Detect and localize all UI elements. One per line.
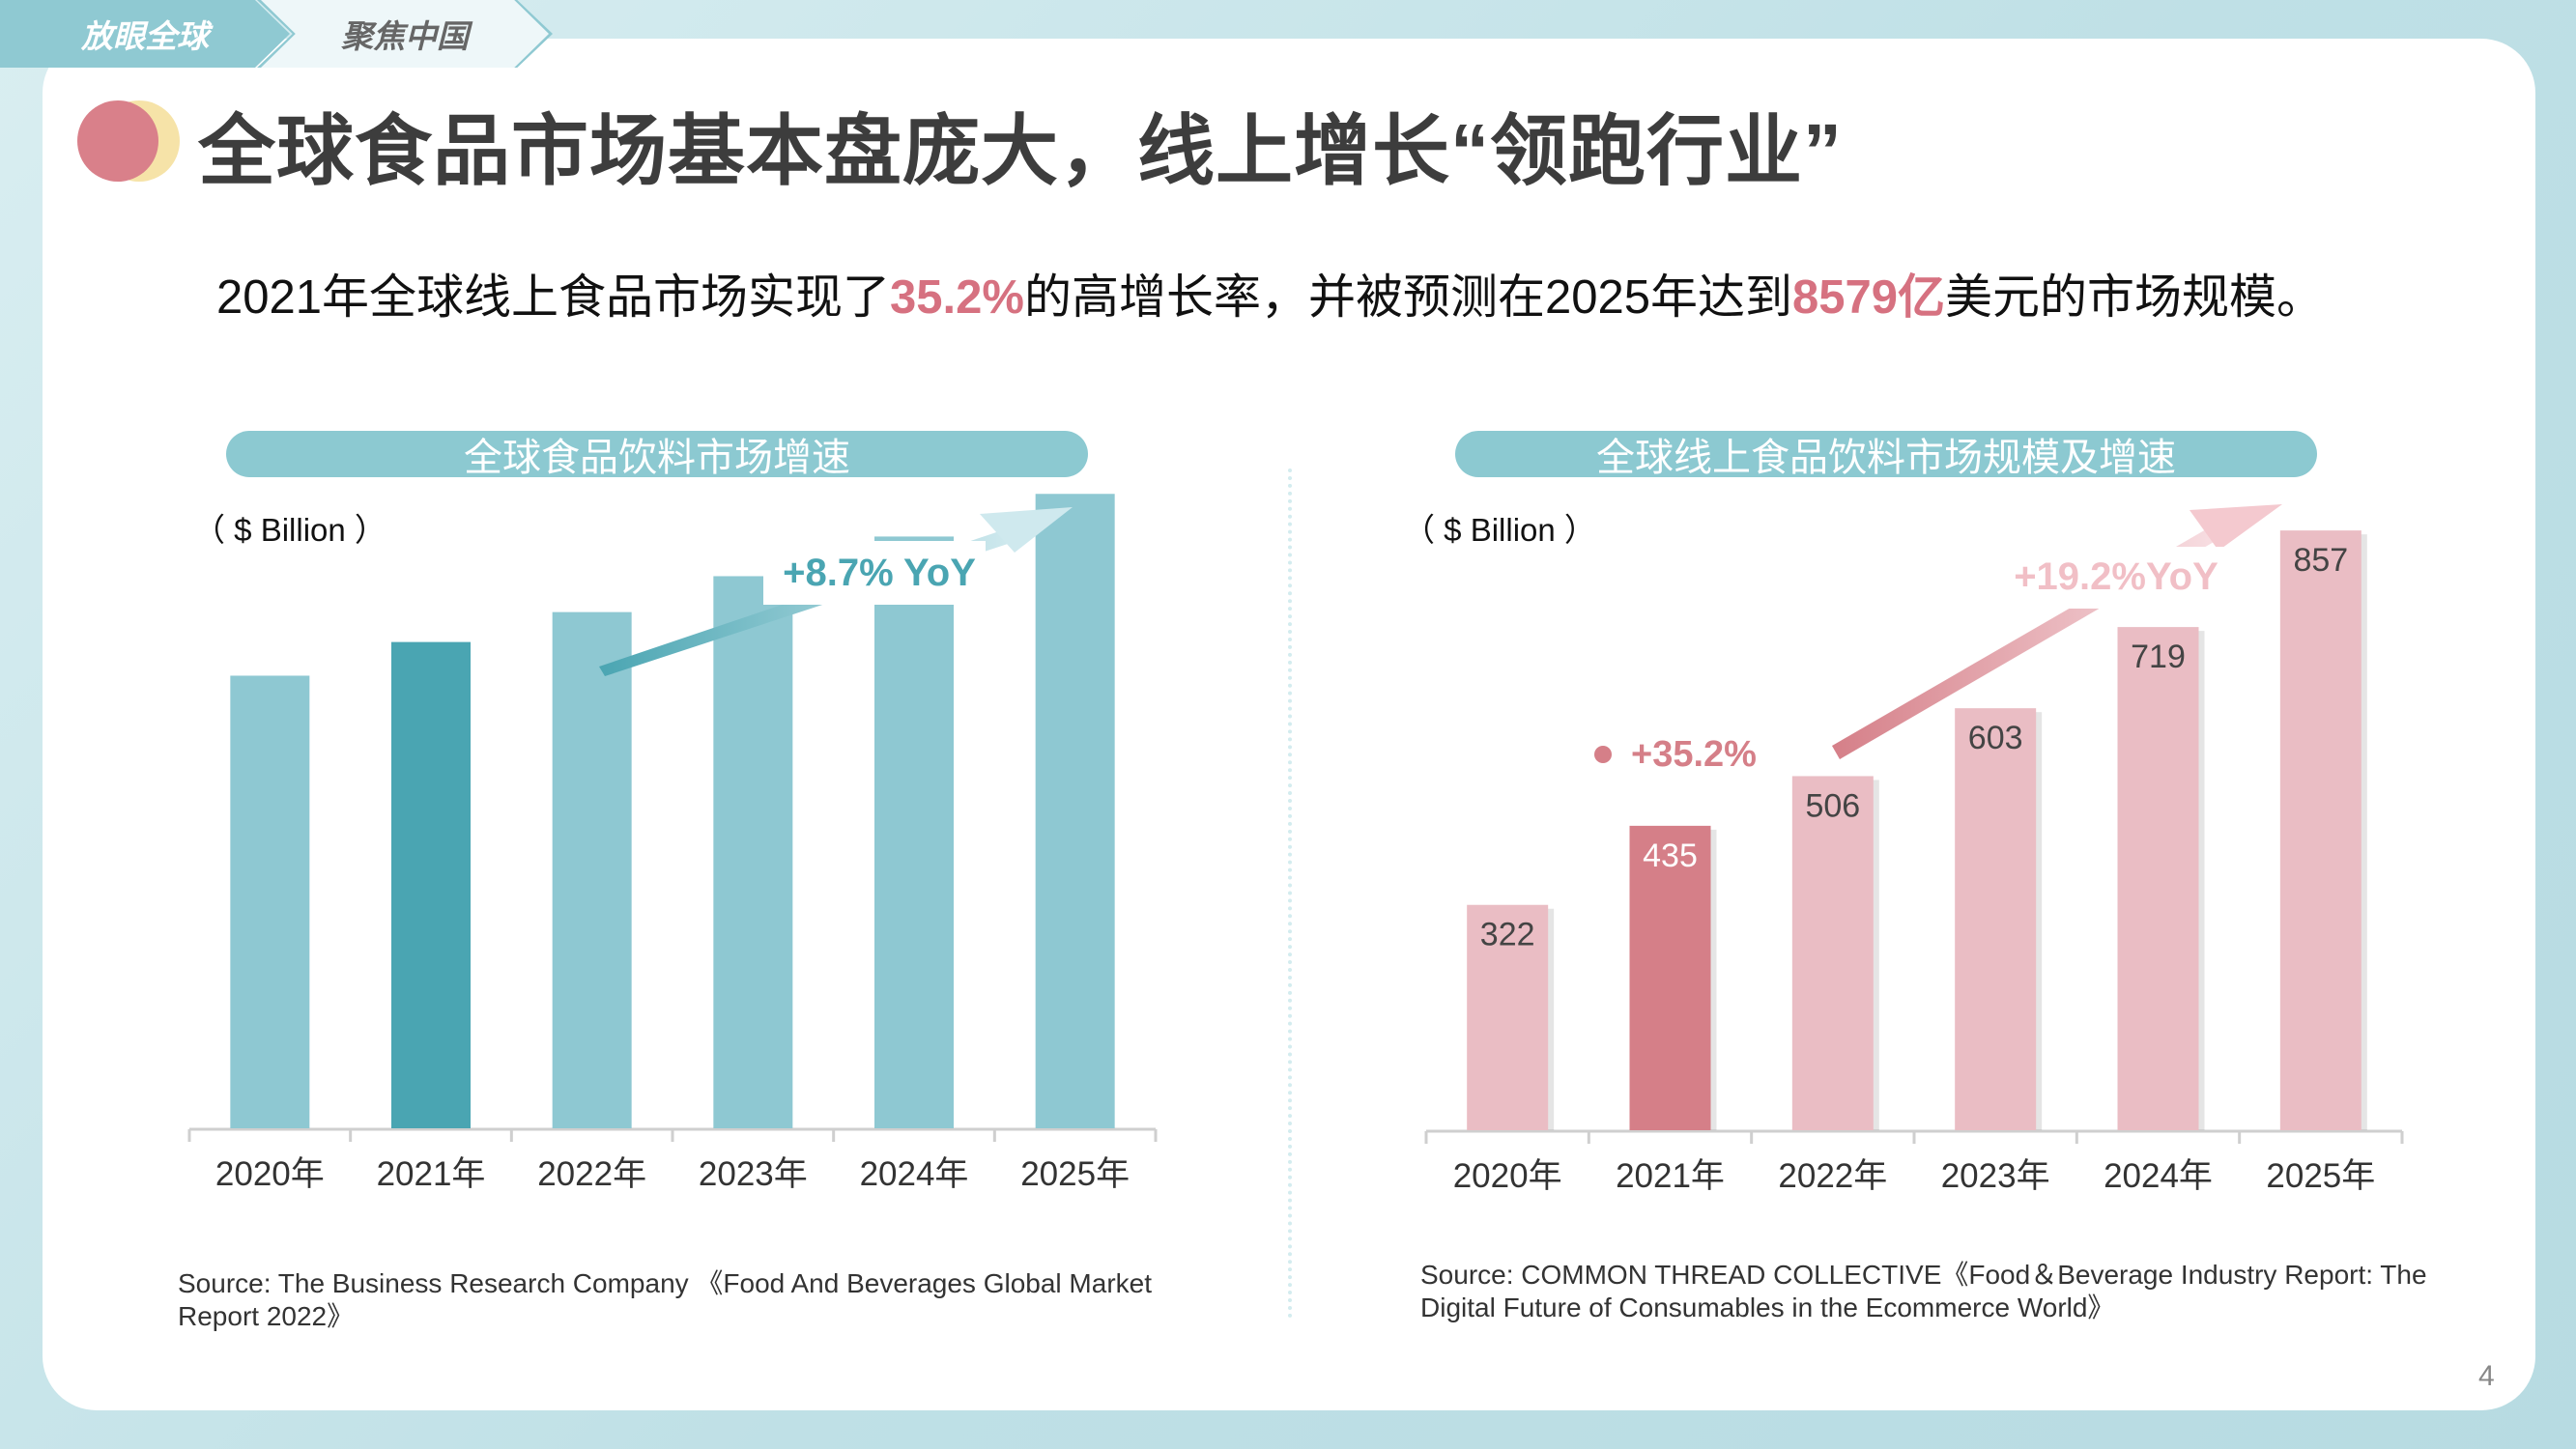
- bar-2024年: [2117, 627, 2199, 1130]
- data-label: 506: [1805, 787, 1860, 824]
- tab-global[interactable]: 放眼全球: [0, 0, 290, 68]
- bar-2020年: [1467, 904, 1549, 1130]
- highlight-market-size: 8579亿: [1791, 271, 1945, 324]
- right-chart-title: 全球线上食品饮料市场规模及增速: [1455, 431, 2317, 479]
- data-label: 719: [2131, 639, 2186, 675]
- x-tick-label: 2022年: [1778, 1157, 1887, 1195]
- bullet-dot-icon: [1594, 746, 1612, 763]
- bar-2021年: [1629, 825, 1711, 1130]
- x-tick-label: 2023年: [1941, 1157, 2050, 1195]
- data-label: 435: [1643, 838, 1698, 874]
- x-tick-label: 2020年: [1453, 1157, 1562, 1195]
- yoy-annotation: +19.2%YoY: [2014, 555, 2218, 598]
- bar-2021年: [391, 641, 471, 1128]
- x-tick-label: 2020年: [215, 1155, 325, 1193]
- right-chart-unit: （ $ Billion ）: [1403, 512, 1596, 548]
- x-tick-label: 2025年: [1020, 1155, 1130, 1193]
- chart-divider: [1288, 469, 1292, 1319]
- left-chart-unit: （ $ Billion ）: [193, 512, 386, 548]
- highlight-growth-rate: 35.2%: [890, 271, 1024, 324]
- annotation-bg: [2002, 547, 2228, 609]
- bar-2022年: [552, 611, 632, 1128]
- headline-summary: 2021年全球线上食品市场实现了35.2%的高增长率，并被预测在2025年达到8…: [216, 271, 2324, 324]
- right-chart-source: Source: COMMON THREAD COLLECTIVE《Food＆Be…: [1420, 1260, 2427, 1322]
- data-label: 857: [2293, 542, 2348, 579]
- trend-arrow-head-icon: [980, 507, 1073, 553]
- bar-2020年: [230, 675, 310, 1128]
- trend-arrow-head-icon: [2190, 504, 2282, 551]
- left-chart-title: 全球食品饮料市场增速: [226, 431, 1088, 479]
- x-tick-label: 2022年: [537, 1155, 646, 1193]
- bar-2025年: [1035, 494, 1115, 1128]
- x-tick-label: 2021年: [377, 1155, 486, 1193]
- yoy-annotation: +8.7% YoY: [783, 552, 976, 594]
- x-tick-label: 2024年: [860, 1155, 969, 1193]
- page-number: 4: [2478, 1360, 2495, 1392]
- annotation-bg: [763, 541, 986, 605]
- data-label: 322: [1480, 917, 1535, 953]
- highlight-annotation: +35.2%: [1631, 734, 1757, 775]
- title-decoration-icon: [77, 100, 184, 182]
- x-tick-label: 2025年: [2266, 1157, 2375, 1195]
- tab-china[interactable]: 聚焦中国: [261, 0, 549, 68]
- page-title: 全球食品市场基本盘庞大，线上增长“领跑行业”: [198, 108, 1843, 194]
- x-tick-label: 2021年: [1616, 1157, 1725, 1195]
- data-label: 603: [1968, 720, 2023, 756]
- left-chart-source: Source: The Business Research Company 《F…: [178, 1268, 1153, 1331]
- bar-2025年: [2279, 530, 2361, 1130]
- x-tick-label: 2024年: [2104, 1157, 2213, 1195]
- bar-2023年: [713, 576, 793, 1128]
- bar-2022年: [1791, 776, 1874, 1130]
- bar-2023年: [1955, 708, 2037, 1130]
- bar-2024年: [874, 536, 954, 1128]
- x-tick-label: 2023年: [699, 1155, 808, 1193]
